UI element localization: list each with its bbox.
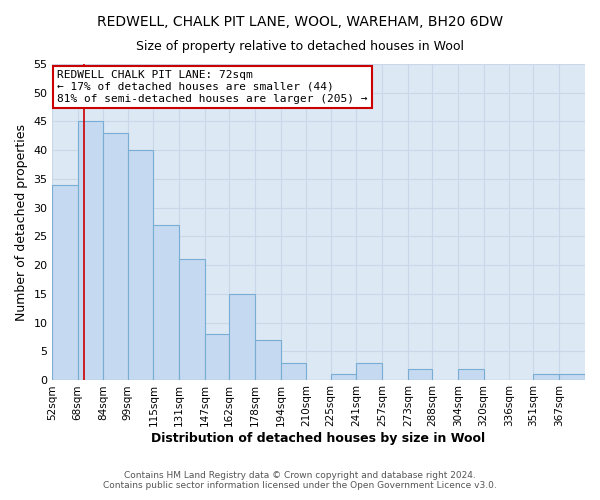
Bar xyxy=(103,133,128,380)
Bar xyxy=(356,363,382,380)
Bar xyxy=(458,368,484,380)
Bar xyxy=(331,374,356,380)
Text: REDWELL CHALK PIT LANE: 72sqm
← 17% of detached houses are smaller (44)
81% of s: REDWELL CHALK PIT LANE: 72sqm ← 17% of d… xyxy=(57,70,368,104)
Bar xyxy=(128,150,154,380)
Bar xyxy=(52,184,77,380)
Bar xyxy=(281,363,307,380)
X-axis label: Distribution of detached houses by size in Wool: Distribution of detached houses by size … xyxy=(151,432,485,445)
Text: Size of property relative to detached houses in Wool: Size of property relative to detached ho… xyxy=(136,40,464,53)
Bar xyxy=(205,334,229,380)
Bar xyxy=(559,374,585,380)
Y-axis label: Number of detached properties: Number of detached properties xyxy=(15,124,28,320)
Bar xyxy=(179,260,205,380)
Bar xyxy=(77,122,103,380)
Text: Contains HM Land Registry data © Crown copyright and database right 2024.
Contai: Contains HM Land Registry data © Crown c… xyxy=(103,470,497,490)
Bar xyxy=(229,294,255,380)
Bar xyxy=(533,374,559,380)
Bar xyxy=(408,368,432,380)
Text: REDWELL, CHALK PIT LANE, WOOL, WAREHAM, BH20 6DW: REDWELL, CHALK PIT LANE, WOOL, WAREHAM, … xyxy=(97,15,503,29)
Bar xyxy=(154,225,179,380)
Bar xyxy=(255,340,281,380)
